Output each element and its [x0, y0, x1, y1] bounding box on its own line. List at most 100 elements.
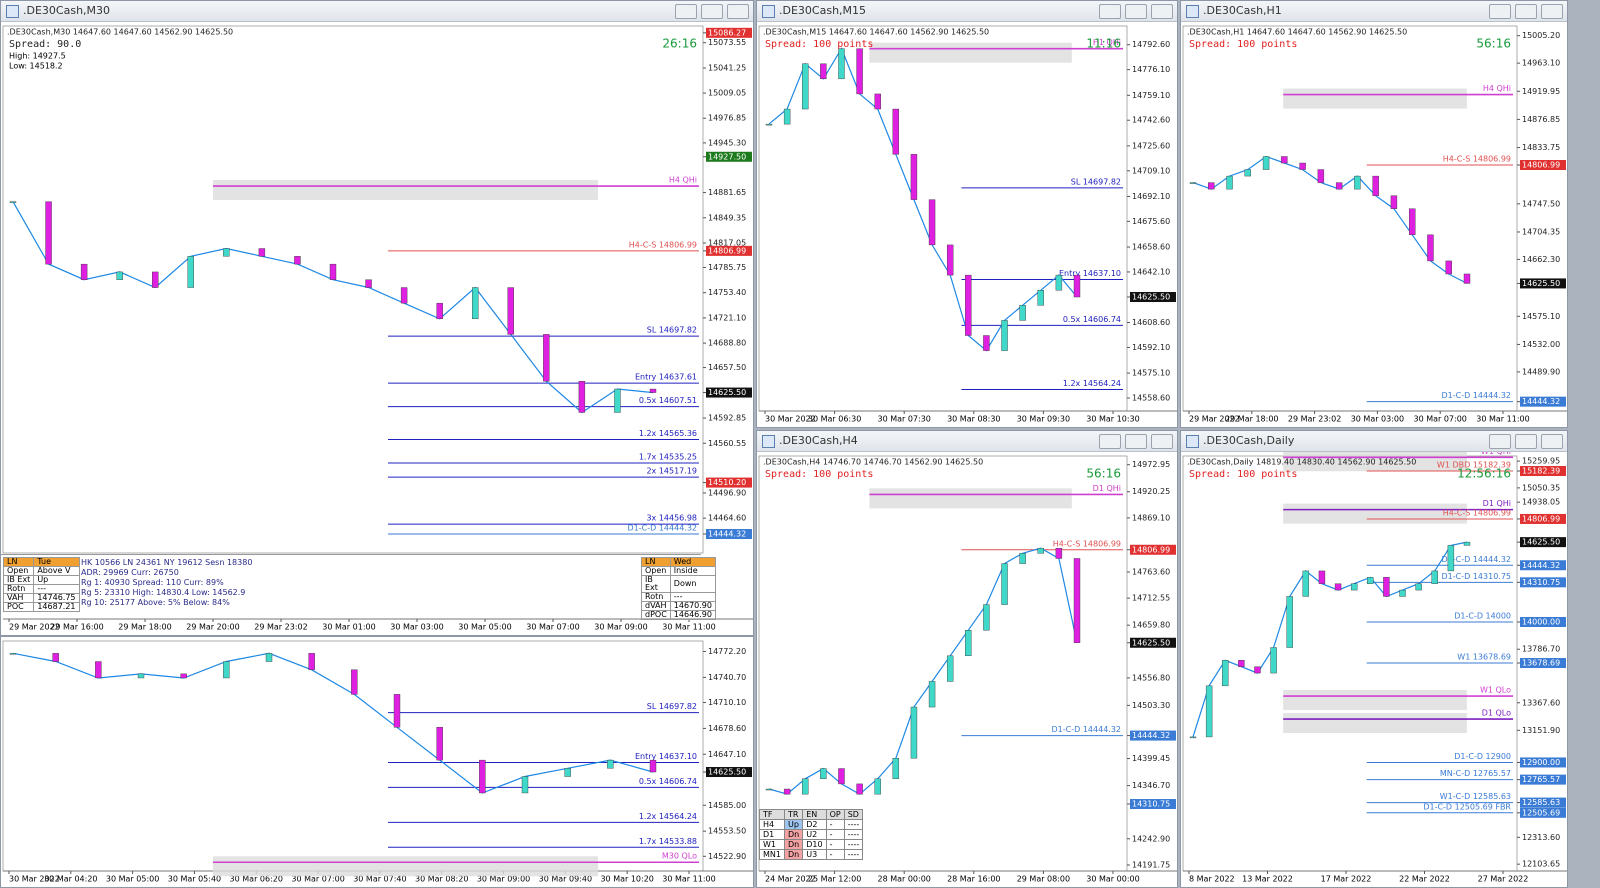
- bar-timer: 56:16: [1086, 467, 1121, 481]
- level-label: H4-C-S 14806.99: [1053, 539, 1121, 548]
- time-tick-label: 30 Mar 00:00: [1086, 875, 1139, 884]
- close-button[interactable]: [1541, 434, 1563, 449]
- bar-timer: 11:16: [1086, 37, 1121, 51]
- close-button[interactable]: [1541, 4, 1563, 19]
- window-buttons: [1489, 4, 1563, 19]
- maximize-button[interactable]: [1125, 4, 1147, 19]
- trend-row: H4 Up D2- ----: [759, 819, 864, 830]
- price-tick-label: 14747.50: [1522, 199, 1560, 208]
- zone: [1283, 88, 1467, 109]
- candle: [802, 63, 809, 110]
- candle: [1208, 182, 1215, 190]
- info-cell: Inside: [669, 566, 716, 576]
- price-badge: [706, 27, 752, 38]
- candle: [400, 287, 408, 304]
- candle: [983, 335, 990, 351]
- close-button[interactable]: [1151, 434, 1173, 449]
- maximize-button[interactable]: [1515, 4, 1537, 19]
- minimize-button[interactable]: [1099, 434, 1121, 449]
- price-tick-label: 14444.32: [1132, 731, 1170, 740]
- time-tick-label: 22 Mar 2022: [1399, 875, 1450, 884]
- candle: [838, 48, 845, 80]
- info-panel: LN Tue Open Above V IB Ext Up Rotn --- VAH 14746.…: [1, 554, 716, 620]
- info-cell: POC: [2, 602, 35, 612]
- level-label: W1 DBD 15182.39: [1437, 461, 1511, 470]
- minimize-button[interactable]: [1099, 4, 1121, 19]
- zone: [213, 856, 598, 877]
- trend-header-cell: SD: [843, 809, 864, 820]
- time-tick-label: 30 Mar 05:40: [168, 875, 221, 884]
- minimize-button[interactable]: [675, 4, 697, 19]
- candle: [892, 108, 900, 155]
- candle: [564, 768, 571, 777]
- time-tick-label: 30 Mar 07:00: [1413, 415, 1466, 424]
- window-icon: [762, 5, 775, 18]
- note: Low: 14518.2: [9, 62, 63, 71]
- chart-window: .DE30Cash,H1 15005.20 14963.10 14919.95 1487…: [1180, 0, 1568, 428]
- info-cell: dPOC: [641, 610, 671, 620]
- level-label: D1 QHi: [1093, 484, 1121, 493]
- price-tick-label: 14876.85: [1522, 115, 1560, 124]
- price-tick-label: 14776.10: [1132, 65, 1170, 74]
- minimize-button[interactable]: [1489, 434, 1511, 449]
- price-tick-label: 14806.99: [1132, 545, 1170, 554]
- price-tick-label: 14658.60: [1132, 243, 1170, 252]
- price-tick-label: 14191.75: [1132, 860, 1170, 869]
- price-tick-label: 14444.32: [708, 530, 746, 539]
- window-buttons: [1489, 434, 1563, 449]
- candle: [1222, 660, 1229, 687]
- level-label: D1-C-D 12505.69 FBR: [1423, 802, 1511, 811]
- maximize-button[interactable]: [1125, 434, 1147, 449]
- trend-cell: U2: [802, 829, 827, 840]
- trend-header-cell: TR: [783, 809, 804, 820]
- price-tick-label: 14972.95: [1132, 460, 1170, 469]
- price-badge: [1520, 560, 1566, 571]
- spread: Spread: 90.0: [9, 39, 81, 50]
- close-button[interactable]: [727, 4, 749, 19]
- candle: [9, 653, 17, 655]
- time-tick-label: 29 Mar 18:00: [1225, 415, 1278, 424]
- trend-cell: D10: [802, 839, 827, 850]
- price-tick-label: 12313.60: [1522, 833, 1560, 842]
- window-title: .DE30Cash,M30: [23, 4, 111, 17]
- time-tick-label: 29 Mar 18:00: [118, 623, 171, 632]
- price-tick-label: 12765.57: [1522, 775, 1560, 784]
- price-badge: [1520, 797, 1566, 808]
- candle: [1415, 583, 1422, 591]
- minimize-button[interactable]: [1489, 4, 1511, 19]
- level-label: 0.5x 14607.51: [639, 396, 697, 405]
- level-label: 3x 14456.98: [646, 514, 697, 523]
- candle: [1383, 577, 1390, 597]
- candle: [52, 653, 59, 662]
- info-row: IB Ext Down: [641, 575, 716, 593]
- level-label: SL 14697.82: [1071, 177, 1121, 186]
- price-tick-label: 13786.70: [1522, 645, 1560, 654]
- info-table: LN Wed Open Inside IB Ext Down Rotn --- dVAH 1467…: [641, 557, 716, 620]
- candle: [95, 661, 102, 679]
- price-tick-label: 14963.10: [1522, 59, 1560, 68]
- candle: [1427, 234, 1434, 262]
- price-tick-label: 14919.95: [1522, 87, 1560, 96]
- level-label: D1-C-D 14000: [1454, 612, 1511, 621]
- price-tick-label: 14556.80: [1132, 673, 1170, 682]
- close-button[interactable]: [1151, 4, 1173, 19]
- level-label: D1-C-D 14444.32: [628, 524, 697, 533]
- maximize-button[interactable]: [1515, 434, 1537, 449]
- price-tick-label: 14869.10: [1132, 513, 1170, 522]
- price-badge: [706, 767, 752, 778]
- price-tick-label: 14625.50: [1132, 293, 1170, 302]
- chart-header: .DE30Cash,M30 14647.60 14647.60 14562.90…: [7, 28, 233, 37]
- info-table: LN Tue Open Above V IB Ext Up Rotn --- VAH 14746.…: [2, 557, 80, 612]
- price-badge: [1520, 617, 1566, 627]
- candle: [1254, 666, 1261, 674]
- trend-cell: Dn: [783, 829, 804, 840]
- maximize-button[interactable]: [701, 4, 723, 19]
- candle: [965, 629, 972, 657]
- info-row: dPOC 14646.90: [641, 610, 716, 620]
- candle: [946, 244, 954, 276]
- level-label: D1 QLo: [1482, 709, 1511, 718]
- time-tick-label: 29 Mar 08:00: [1017, 875, 1070, 884]
- trend-cell: ----: [843, 819, 864, 830]
- time-tick-label: 30 Mar 07:40: [353, 875, 406, 884]
- price-tick-label: 15086.27: [708, 28, 746, 37]
